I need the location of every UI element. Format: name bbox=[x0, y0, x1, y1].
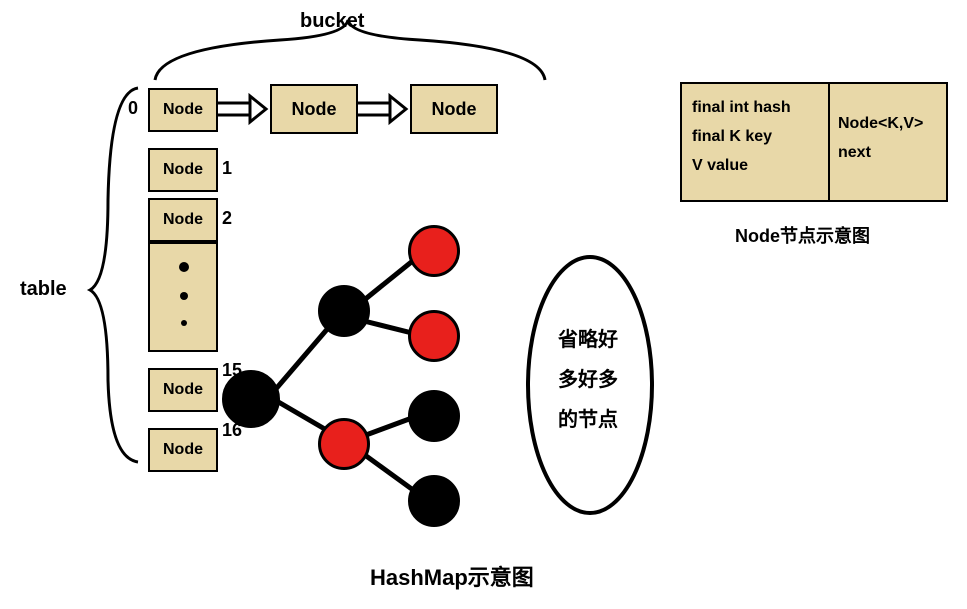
struct-right-1: Node<K,V> bbox=[838, 115, 923, 132]
struct-left-3: V value bbox=[692, 157, 748, 174]
ellipsis-line2: 多好多 bbox=[558, 369, 618, 391]
ellipsis-text: 省略好 多好多 的节点 bbox=[558, 320, 618, 440]
diagram-title: HashMap示意图 bbox=[370, 560, 534, 592]
index-0: 0 bbox=[128, 98, 138, 119]
tree-n2 bbox=[318, 418, 370, 470]
table-cell-16: Node bbox=[148, 428, 218, 472]
index-1: 1 bbox=[222, 158, 232, 179]
struct-left-1: final int hash bbox=[692, 99, 791, 116]
index-2: 2 bbox=[222, 208, 232, 229]
table-cell-2: Node bbox=[148, 198, 218, 242]
table-brace bbox=[90, 88, 138, 462]
bucket-label: bucket bbox=[300, 10, 364, 33]
struct-right-2: next bbox=[838, 144, 871, 161]
tree-n6 bbox=[408, 475, 460, 527]
node-struct-right-text: Node<K,V> next bbox=[838, 110, 923, 168]
ellipsis-dot-1 bbox=[179, 262, 189, 272]
node-struct-left-text: final int hash final K key V value bbox=[692, 94, 791, 180]
tree-n5 bbox=[408, 390, 460, 442]
ellipsis-line3: 的节点 bbox=[558, 409, 618, 431]
table-cell-1: Node bbox=[148, 148, 218, 192]
tree-n4 bbox=[408, 310, 460, 362]
ellipsis-dot-3 bbox=[181, 320, 187, 326]
struct-left-2: final K key bbox=[692, 128, 772, 145]
tree-n3 bbox=[408, 225, 460, 277]
ellipsis-dot-2 bbox=[180, 292, 188, 300]
table-cell-0: Node bbox=[148, 88, 218, 132]
arrow-1 bbox=[218, 96, 266, 122]
tree-n1 bbox=[318, 285, 370, 337]
arrow-2 bbox=[358, 96, 406, 122]
ellipsis-line1: 省略好 bbox=[558, 329, 618, 351]
bucket-node-2: Node bbox=[410, 84, 498, 134]
tree-root bbox=[222, 370, 280, 428]
bucket-node-1: Node bbox=[270, 84, 358, 134]
table-cell-15: Node bbox=[148, 368, 218, 412]
node-caption: Node节点示意图 bbox=[735, 222, 870, 248]
table-label: table bbox=[20, 278, 67, 301]
